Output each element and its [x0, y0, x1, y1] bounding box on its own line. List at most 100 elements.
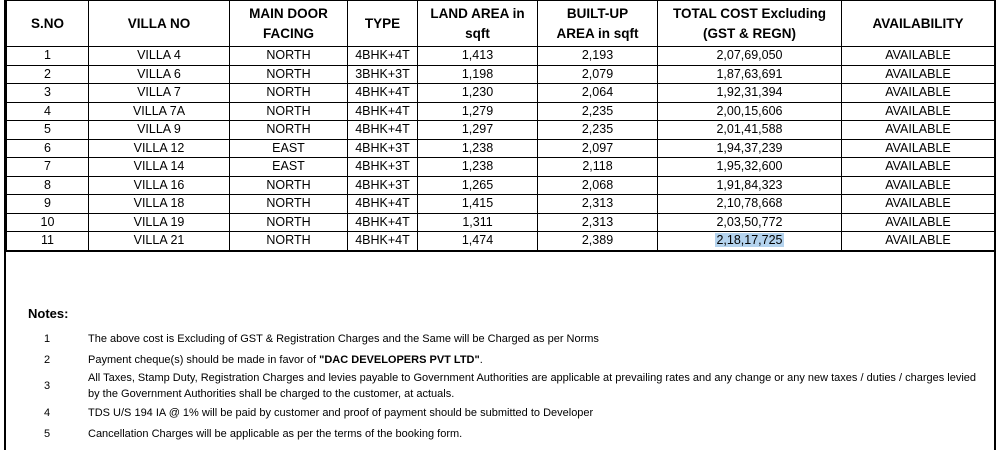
note-bold-text: "DAC DEVELOPERS PVT LTD": [319, 353, 480, 366]
table-cell: AVAILABLE: [841, 157, 995, 177]
table-cell: 1,311: [417, 212, 538, 232]
note-text: The above cost is Excluding of GST & Reg…: [88, 331, 599, 347]
column-header: TYPE: [347, 0, 418, 47]
table-cell: VILLA 7: [88, 83, 230, 103]
note-text: TDS U/S 194 IA @ 1% will be paid by cust…: [88, 405, 593, 421]
table-cell: 2,118: [537, 157, 658, 177]
table-cell: 1,230: [417, 83, 538, 103]
table-cell: NORTH: [229, 175, 348, 195]
table-cell: AVAILABLE: [841, 46, 995, 66]
table-cell: 2,389: [537, 231, 658, 252]
table-cell: VILLA 14: [88, 157, 230, 177]
table-cell: 2,313: [537, 212, 658, 232]
header-line: sqft: [465, 25, 490, 41]
table-cell: NORTH: [229, 212, 348, 232]
header-line: AVAILABILITY: [872, 15, 964, 31]
table-cell: 4BHK+4T: [347, 46, 418, 66]
note-text-part: The above cost is Excluding of GST & Reg…: [88, 332, 599, 345]
table-cell: 2,235: [537, 101, 658, 121]
table-cell: EAST: [229, 138, 348, 158]
table-cell: 10: [6, 212, 89, 232]
note-number: 3: [44, 380, 51, 392]
table-cell: AVAILABLE: [841, 101, 995, 121]
table-cell: 2,03,50,772: [657, 212, 842, 232]
table-row: 6 VILLA 12 EAST 4BHK+3T 1,238 2,097 1,94,37,23…: [6, 138, 995, 158]
table-cell: 1,94,37,239: [657, 138, 842, 158]
table-cell: 1,87,63,691: [657, 64, 842, 84]
table-cell: 2,068: [537, 175, 658, 195]
table-cell: AVAILABLE: [841, 83, 995, 103]
table-cell: NORTH: [229, 101, 348, 121]
table-cell: VILLA 18: [88, 194, 230, 214]
note-text: Cancellation Charges will be applicable …: [88, 426, 462, 442]
note-item: 2 Payment cheque(s) should be made in fav…: [28, 349, 978, 370]
table-cell: 2,097: [537, 138, 658, 158]
table-cell: NORTH: [229, 46, 348, 66]
table-cell: VILLA 12: [88, 138, 230, 158]
table-row: 8 VILLA 16 NORTH 4BHK+3T 1,265 2,068 1,91,84,3…: [6, 175, 995, 195]
table-cell: 4BHK+4T: [347, 212, 418, 232]
table-cell: 1,474: [417, 231, 538, 252]
note-text-part: .: [479, 353, 483, 366]
table-cell: 2,079: [537, 64, 658, 84]
table-cell: 2,00,15,606: [657, 101, 842, 121]
table-cell: 4BHK+3T: [347, 157, 418, 177]
table-cell: AVAILABLE: [841, 194, 995, 214]
table-cell: 2,235: [537, 120, 658, 140]
table-cell: 4BHK+4T: [347, 83, 418, 103]
table-cell: AVAILABLE: [841, 231, 995, 252]
table-cell: EAST: [229, 157, 348, 177]
note-item: 4 TDS U/S 194 IA @ 1% will be paid by cus…: [28, 402, 978, 423]
table-cell: 1,95,32,600: [657, 157, 842, 177]
table-row: 11 VILLA 21 NORTH 4BHK+4T 1,474 2,389 2,18,17,…: [6, 231, 995, 252]
table-row: 2 VILLA 6 NORTH 3BHK+3T 1,198 2,079 1,87,63,69…: [6, 64, 995, 84]
table-cell: 1,198: [417, 64, 538, 84]
table-cell: 4BHK+4T: [347, 194, 418, 214]
table-cell: 2,193: [537, 46, 658, 66]
table-cell: 3BHK+3T: [347, 64, 418, 84]
note-item: 3 All Taxes, Stamp Duty, Registration Cha…: [28, 370, 978, 402]
note-text: All Taxes, Stamp Duty, Registration Char…: [88, 370, 978, 402]
table-cell: 2,10,78,668: [657, 194, 842, 214]
table-cell: 1,92,31,394: [657, 83, 842, 103]
table-cell: 2: [6, 64, 89, 84]
header-line: AREA in sqft: [556, 25, 639, 41]
column-header: TOTAL COST Excluding (GST & REGN): [657, 0, 842, 47]
table-cell: 1: [6, 46, 89, 66]
table-cell: AVAILABLE: [841, 120, 995, 140]
table-cell: VILLA 21: [88, 231, 230, 252]
table-cell: 1,297: [417, 120, 538, 140]
table-cell: 1,279: [417, 101, 538, 121]
table-cell: 9: [6, 194, 89, 214]
table-row: 9 VILLA 18 NORTH 4BHK+4T 1,415 2,313 2,10,78,6…: [6, 194, 995, 214]
table-cell: 4BHK+3T: [347, 175, 418, 195]
note-text: Payment cheque(s) should be made in favo…: [88, 352, 483, 368]
header-line: TOTAL COST Excluding: [672, 5, 826, 21]
table-cell: AVAILABLE: [841, 175, 995, 195]
table-cell: 4: [6, 101, 89, 121]
note-text-part: TDS U/S 194 IA @ 1% will be paid by cust…: [88, 406, 594, 419]
column-header: AVAILABILITY: [841, 0, 995, 47]
table-cell: NORTH: [229, 194, 348, 214]
note-number: 2: [44, 353, 51, 366]
table-row: 7 VILLA 14 EAST 4BHK+3T 1,238 2,118 1,95,32,60…: [6, 157, 995, 177]
note-number: 1: [44, 332, 51, 345]
table-cell: 2,01,41,588: [657, 120, 842, 140]
header-line: LAND AREA in: [430, 5, 525, 21]
table-cell: NORTH: [229, 120, 348, 140]
table-body: 1 VILLA 4 NORTH 4BHK+4T 1,413 2,193 2,07,69,05…: [6, 46, 995, 252]
notes-title: Notes:: [28, 306, 69, 321]
table-cell: 1,265: [417, 175, 538, 195]
table-cell: VILLA 7A: [88, 101, 230, 121]
note-text-part: Cancellation Charges will be applicable …: [88, 427, 463, 440]
table-cell: VILLA 4: [88, 46, 230, 66]
table-cell: 2,064: [537, 83, 658, 103]
table-cell: VILLA 16: [88, 175, 230, 195]
column-header: BUILT-UP AREA in sqft: [537, 0, 658, 47]
note-text-part: All Taxes, Stamp Duty, Registration Char…: [88, 372, 977, 400]
table-row: 4 VILLA 7A NORTH 4BHK+4T 1,279 2,235 2,00,15,6…: [6, 101, 995, 121]
villa-table: S.NO VILLA NO MAIN DOOR FACING TYPE LAND AREA…: [6, 0, 995, 252]
table-cell: 6: [6, 138, 89, 158]
table-cell: 4BHK+4T: [347, 120, 418, 140]
